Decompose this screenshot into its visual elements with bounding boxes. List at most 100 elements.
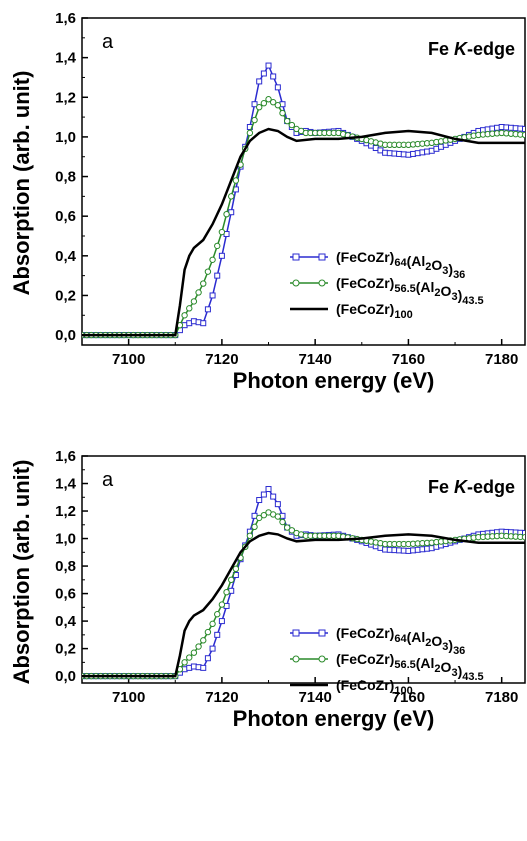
data-point xyxy=(288,527,296,534)
data-point xyxy=(251,523,258,531)
data-point xyxy=(260,511,268,519)
series-3 xyxy=(82,127,525,337)
data-point xyxy=(521,533,525,541)
y-tick-label: 0,2 xyxy=(55,287,76,304)
data-point xyxy=(251,116,258,124)
x-tick-label: 7100 xyxy=(112,689,145,706)
data-point xyxy=(214,631,221,638)
data-point xyxy=(274,501,281,508)
x-tick-label: 7120 xyxy=(205,351,238,368)
y-axis-label: Absorption (arb. unit) xyxy=(9,71,34,296)
legend-label: (FeCoZr)64(Al2O3)36 xyxy=(336,249,465,281)
data-point xyxy=(265,96,272,103)
data-point xyxy=(269,99,277,106)
legend-label: (FeCoZr)100 xyxy=(336,301,413,321)
legend-marker xyxy=(292,655,300,663)
panel-label: a xyxy=(102,469,114,491)
plot-frame xyxy=(81,455,526,684)
x-tick-label: 7180 xyxy=(485,351,518,368)
data-point xyxy=(209,256,216,263)
data-point xyxy=(246,532,254,539)
data-point xyxy=(190,298,198,305)
y-tick-label: 0,8 xyxy=(55,558,76,575)
data-point xyxy=(228,576,235,584)
x-tick-label: 7160 xyxy=(392,689,425,706)
data-point xyxy=(288,121,296,129)
data-point xyxy=(246,129,254,137)
data-point xyxy=(274,84,281,91)
y-tick-label: 1,4 xyxy=(55,476,77,493)
x-tick-label: 7120 xyxy=(205,689,238,706)
data-point xyxy=(204,268,212,275)
series-line xyxy=(82,127,525,337)
data-point xyxy=(270,493,277,500)
data-point xyxy=(209,645,216,652)
data-point xyxy=(283,524,291,531)
panel-label: a xyxy=(102,31,114,53)
data-point xyxy=(279,518,286,526)
data-point xyxy=(200,637,207,644)
y-tick-label: 1,0 xyxy=(55,531,76,548)
series-3 xyxy=(82,531,525,678)
legend-marker xyxy=(318,629,326,637)
data-point xyxy=(256,78,263,85)
data-point xyxy=(181,312,188,319)
legend-marker xyxy=(318,655,326,663)
data-point xyxy=(260,491,267,498)
data-point xyxy=(232,565,240,573)
data-point xyxy=(209,292,216,299)
series-line xyxy=(82,531,525,678)
y-tick-label: 0,6 xyxy=(55,586,76,603)
y-tick-label: 1,6 xyxy=(55,10,76,27)
data-point xyxy=(256,497,263,504)
legend-label: (FeCoZr)56.5(Al2O3)43.5 xyxy=(336,275,484,307)
y-tick-label: 0,4 xyxy=(55,613,77,630)
data-point xyxy=(218,252,225,259)
data-point xyxy=(274,102,282,109)
data-point xyxy=(204,628,212,636)
data-point xyxy=(265,62,272,69)
y-tick-label: 1,2 xyxy=(55,89,76,106)
data-point xyxy=(522,530,525,537)
data-point xyxy=(251,101,258,108)
data-point xyxy=(195,289,202,296)
data-point xyxy=(218,601,226,608)
edge-annotation: Fe K-edge xyxy=(428,39,515,59)
x-axis-label: Photon energy (eV) xyxy=(233,706,435,731)
y-axis-label: Absorption (arb. unit) xyxy=(9,460,34,685)
data-point xyxy=(228,193,235,200)
data-point xyxy=(218,228,226,236)
legend-marker xyxy=(292,279,300,287)
x-tick-label: 7180 xyxy=(485,689,518,706)
data-point xyxy=(223,589,230,596)
data-point xyxy=(181,659,188,666)
legend-marker xyxy=(318,279,326,287)
data-point xyxy=(204,655,211,662)
y-tick-label: 0,8 xyxy=(55,169,76,186)
y-tick-label: 1,2 xyxy=(55,503,76,520)
data-point xyxy=(270,73,277,80)
y-tick-label: 0,0 xyxy=(55,327,76,344)
data-point xyxy=(256,514,263,522)
plot-frame xyxy=(81,17,526,346)
y-tick-label: 0,6 xyxy=(55,208,76,225)
edge-annotation: Fe K-edge xyxy=(428,477,515,497)
data-point xyxy=(218,618,225,625)
data-point xyxy=(521,131,525,139)
y-tick-label: 1,4 xyxy=(55,50,77,67)
data-point xyxy=(256,103,263,111)
y-tick-label: 0,4 xyxy=(55,248,77,265)
chart-panel-2: 0,0 0,2 0,4 0,6 0,8 1,0 1,2 1,4 1,6 7100 7120 7140 7… xyxy=(9,448,526,731)
data-point xyxy=(232,177,240,184)
legend-label: (FeCoZr)64(Al2O3)36 xyxy=(336,625,465,657)
data-point xyxy=(204,306,211,313)
data-point xyxy=(223,211,230,218)
data-point xyxy=(200,664,207,671)
data-point xyxy=(186,305,193,312)
data-point xyxy=(214,242,221,250)
legend-label: (FeCoZr)100 xyxy=(336,677,413,697)
data-point xyxy=(200,280,207,287)
data-point xyxy=(200,320,207,327)
legend-marker xyxy=(318,253,326,261)
